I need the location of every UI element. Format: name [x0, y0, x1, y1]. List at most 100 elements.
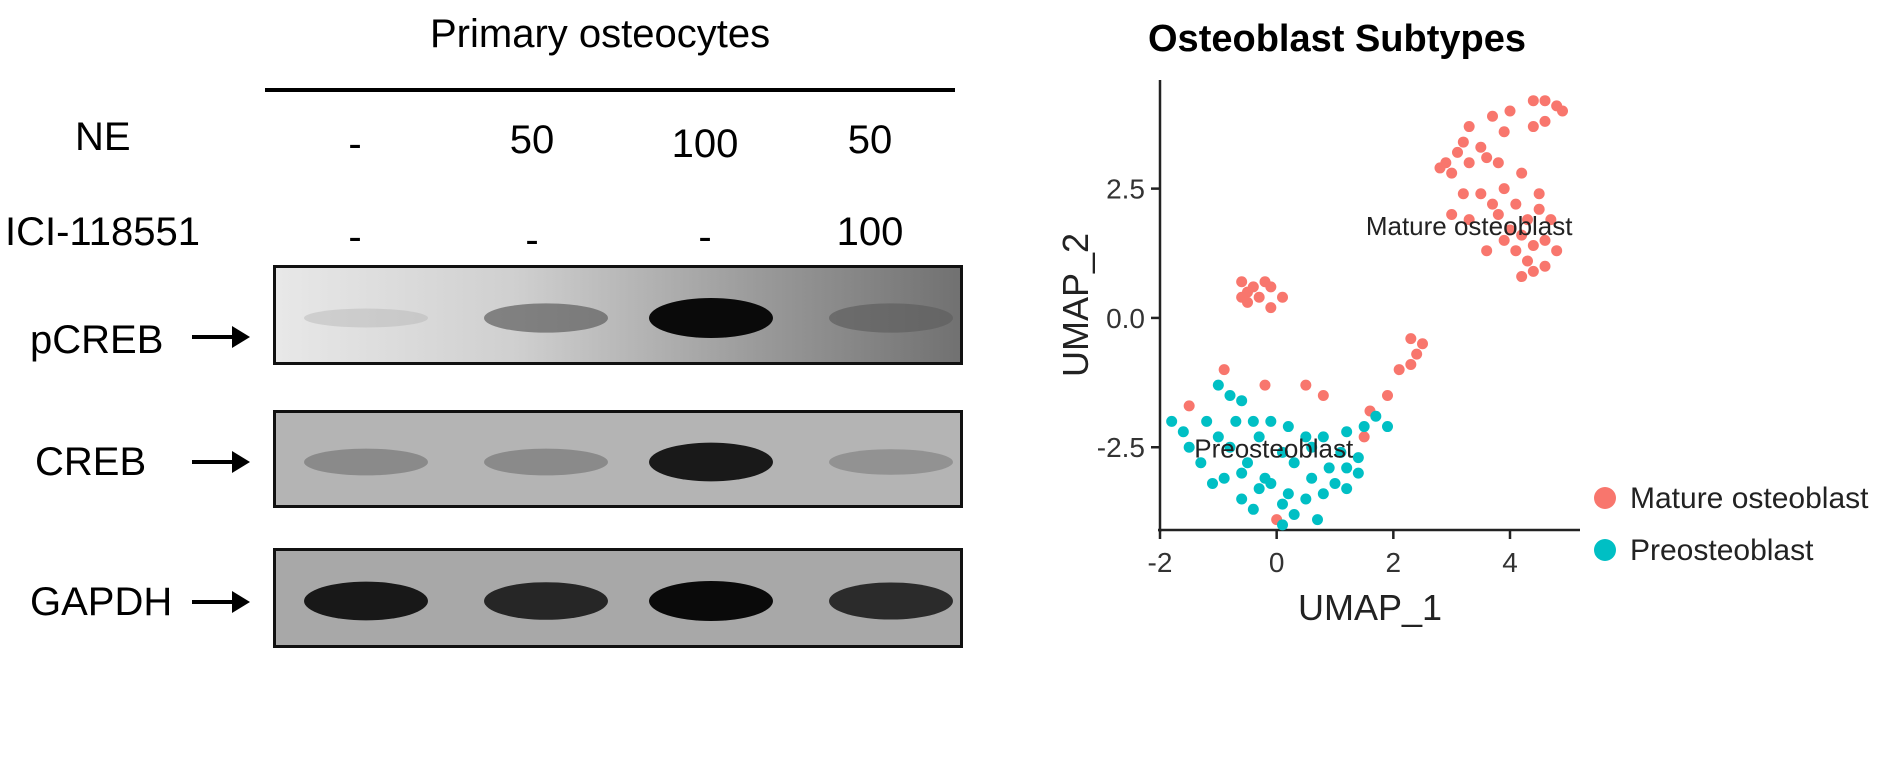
band-creb-lane-1	[304, 448, 428, 476]
point-mature-osteoblast	[1510, 198, 1522, 210]
blot-creb	[273, 410, 963, 508]
point-mature-osteoblast	[1446, 208, 1458, 220]
point-mature-osteoblast	[1498, 126, 1510, 138]
point-mature-osteoblast	[1527, 121, 1539, 133]
point-mature-osteoblast	[1475, 141, 1487, 153]
legend-swatch	[1594, 487, 1616, 509]
point-mature-osteoblast	[1265, 281, 1277, 293]
point-preosteoblast	[1341, 483, 1353, 495]
point-mature-osteoblast	[1522, 214, 1533, 226]
cluster-annotation: Mature osteoblast	[1366, 211, 1573, 241]
ne-lane-4: 50	[847, 118, 893, 162]
band-label-gapdh: GAPDH	[30, 580, 173, 624]
point-preosteoblast	[1335, 446, 1347, 458]
x-tick-label: 4	[1502, 547, 1518, 578]
band-pcreb-lane-2	[484, 303, 608, 333]
point-preosteoblast	[1253, 431, 1265, 443]
point-preosteoblast	[1265, 477, 1277, 489]
band-gapdh-lane-2	[484, 582, 608, 620]
cluster-annotation: Preosteoblast	[1194, 434, 1354, 464]
band-creb-lane-4	[829, 449, 953, 475]
point-preosteoblast	[1212, 431, 1224, 443]
point-preosteoblast	[1265, 415, 1277, 427]
point-mature-osteoblast	[1463, 214, 1475, 226]
point-preosteoblast	[1382, 421, 1393, 433]
point-mature-osteoblast	[1457, 188, 1469, 200]
point-mature-osteoblast	[1382, 390, 1393, 402]
point-mature-osteoblast	[1434, 162, 1446, 174]
arrow-right-icon	[192, 326, 250, 348]
point-mature-osteoblast	[1358, 431, 1370, 443]
arrow-right-icon	[192, 451, 250, 473]
arrow-right-icon	[192, 591, 250, 613]
point-mature-osteoblast	[1516, 229, 1528, 241]
point-mature-osteoblast	[1498, 234, 1510, 246]
y-axis-title: UMAP_2	[1055, 233, 1096, 377]
point-mature-osteoblast	[1463, 121, 1475, 133]
point-preosteoblast	[1323, 462, 1335, 474]
point-mature-osteoblast	[1405, 333, 1417, 345]
point-preosteoblast	[1212, 379, 1224, 391]
legend-label: Preosteoblast	[1630, 534, 1814, 567]
point-preosteoblast	[1341, 426, 1353, 438]
point-preosteoblast	[1247, 503, 1259, 515]
ici-lane-1: -	[348, 215, 362, 259]
point-preosteoblast	[1207, 477, 1218, 489]
legend-label: Mature osteoblast	[1630, 482, 1869, 515]
point-mature-osteoblast	[1259, 379, 1271, 391]
point-mature-osteoblast	[1545, 214, 1557, 226]
band-label-creb: CREB	[35, 440, 147, 484]
point-mature-osteoblast	[1417, 338, 1428, 350]
y-tick-label: 2.5	[1106, 174, 1145, 205]
y-tick-label: -2.5	[1097, 432, 1145, 463]
point-mature-osteoblast	[1504, 105, 1516, 117]
band-gapdh-lane-1	[304, 581, 428, 621]
point-mature-osteoblast	[1557, 105, 1568, 117]
point-mature-osteoblast	[1242, 296, 1253, 308]
point-preosteoblast	[1277, 519, 1288, 531]
x-axis-title: UMAP_1	[1298, 587, 1442, 628]
point-preosteoblast	[1277, 446, 1288, 458]
point-preosteoblast	[1358, 421, 1370, 433]
point-mature-osteoblast	[1253, 291, 1265, 303]
condition-label-ici: ICI-118551	[5, 210, 200, 254]
x-tick-label: 0	[1269, 547, 1285, 578]
point-preosteoblast	[1253, 483, 1265, 495]
point-preosteoblast	[1224, 441, 1236, 453]
point-mature-osteoblast	[1527, 95, 1539, 107]
point-mature-osteoblast	[1317, 390, 1329, 402]
blot-pcreb	[273, 265, 963, 365]
band-label-pcreb: pCREB	[30, 318, 164, 362]
point-preosteoblast	[1201, 415, 1213, 427]
point-mature-osteoblast	[1522, 255, 1533, 267]
ici-lane-3: -	[698, 215, 712, 259]
point-preosteoblast	[1300, 431, 1312, 443]
point-preosteoblast	[1352, 467, 1364, 479]
blot-gapdh	[273, 548, 963, 648]
point-preosteoblast	[1224, 390, 1236, 402]
legend-swatch	[1594, 539, 1616, 561]
point-preosteoblast	[1329, 477, 1341, 489]
condition-label-ne: NE	[75, 115, 131, 159]
point-mature-osteoblast	[1533, 188, 1545, 200]
point-preosteoblast	[1300, 493, 1312, 505]
point-mature-osteoblast	[1183, 400, 1195, 412]
point-preosteoblast	[1370, 410, 1382, 422]
point-preosteoblast	[1177, 426, 1189, 438]
point-preosteoblast	[1352, 452, 1364, 464]
point-mature-osteoblast	[1481, 152, 1493, 164]
band-pcreb-lane-1	[304, 308, 428, 328]
point-mature-osteoblast	[1405, 358, 1417, 370]
point-mature-osteoblast	[1475, 188, 1487, 200]
band-pcreb-lane-3	[649, 298, 773, 338]
point-preosteoblast	[1282, 488, 1294, 500]
umap-scatter-chart: -2 0 2 4 2.5 0.0 -2.5 UMAP_1 UMAP_2 Mature osteo…	[1055, 80, 1869, 628]
point-mature-osteoblast	[1539, 234, 1551, 246]
point-preosteoblast	[1341, 462, 1353, 474]
point-preosteoblast	[1288, 508, 1300, 520]
ne-lane-2: 50	[509, 118, 555, 162]
point-preosteoblast	[1236, 395, 1248, 407]
blot-title: Primary osteocytes	[430, 12, 771, 56]
chart-title: Osteoblast Subtypes	[1148, 18, 1526, 60]
point-mature-osteoblast	[1463, 157, 1475, 169]
